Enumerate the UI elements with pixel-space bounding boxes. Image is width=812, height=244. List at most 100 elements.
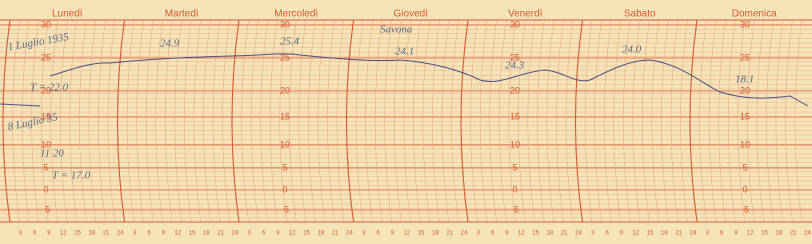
hour-label: 18 — [776, 231, 783, 237]
hour-line — [537, 19, 545, 223]
scale-label: 25 — [41, 52, 51, 62]
day-divider — [116, 19, 126, 223]
hour-line — [651, 19, 660, 223]
hour-label: 3 — [248, 231, 252, 237]
scale-label: 20 — [510, 85, 520, 95]
hour-label: 12 — [60, 231, 67, 237]
note: 18.1 — [735, 74, 754, 86]
hour-line — [60, 19, 68, 223]
hour-line — [136, 19, 144, 223]
day-divider — [689, 19, 698, 223]
hour-label: 3 — [591, 231, 595, 237]
hour-line — [393, 19, 402, 223]
note: 24.3 — [505, 60, 525, 72]
scale-label: 15 — [41, 111, 51, 121]
hour-label: 21 — [790, 231, 797, 237]
grid — [0, 19, 812, 223]
hour-line — [737, 19, 745, 223]
hour-line — [527, 19, 536, 223]
day-label: Mercoledì — [274, 9, 318, 20]
hour-line — [336, 19, 345, 223]
hour-line — [642, 19, 650, 223]
hour-line — [317, 19, 326, 223]
hour-line — [365, 19, 373, 223]
note: 11 20 — [40, 148, 64, 160]
hour-label: 12 — [289, 231, 296, 237]
hour-label: 18 — [89, 231, 96, 237]
hour-line — [508, 19, 516, 223]
hour-line — [308, 19, 316, 223]
hour-line — [680, 19, 688, 223]
hour-label: 21 — [217, 231, 224, 237]
hour-line — [699, 19, 707, 223]
hour-line — [422, 19, 431, 223]
hour-label: 18 — [432, 231, 439, 237]
hour-line — [69, 19, 78, 223]
hour-line — [250, 19, 259, 223]
note: T = 17.0 — [52, 170, 91, 182]
hour-line — [40, 19, 49, 223]
hour-label: 9 — [162, 231, 166, 237]
hour-label: 15 — [647, 231, 654, 237]
hour-line — [546, 19, 555, 223]
hour-label: 18 — [661, 231, 668, 237]
hour-line — [489, 19, 497, 223]
hour-line — [50, 19, 58, 223]
hour-line — [384, 19, 392, 223]
hour-line — [594, 19, 602, 223]
scale-label: 10 — [510, 139, 520, 149]
hour-line — [31, 19, 39, 223]
hour-label: 12 — [174, 231, 181, 237]
scale-label: 30 — [41, 19, 51, 29]
hour-label: 9 — [391, 231, 395, 237]
hour-line — [518, 19, 526, 223]
note: 24.1 — [395, 46, 414, 58]
day-label: Lunedì — [52, 9, 83, 20]
hour-label: 15 — [74, 231, 81, 237]
hour-line — [670, 19, 679, 223]
hour-line — [107, 19, 116, 223]
scale-label: 15 — [510, 111, 520, 121]
day-label: Domenica — [732, 9, 777, 20]
hour-label: 12 — [518, 231, 525, 237]
hour-line — [403, 19, 411, 223]
hour-label: 6 — [491, 231, 495, 237]
hour-line — [174, 19, 182, 223]
hour-label: 6 — [33, 231, 37, 237]
hour-line — [451, 19, 459, 223]
hour-label: 15 — [532, 231, 539, 237]
scale-label: 5 — [282, 162, 287, 172]
hour-line — [79, 19, 87, 223]
hour-label: 9 — [505, 231, 509, 237]
hour-label: 24 — [804, 231, 811, 237]
hour-label: 24 — [117, 231, 124, 237]
hour-line — [269, 19, 278, 223]
temperature-trace — [0, 53, 809, 107]
scale-label: 5 — [43, 162, 48, 172]
hour-label: 3 — [362, 231, 366, 237]
scale-label: 0 — [742, 184, 747, 194]
hour-line — [565, 19, 574, 223]
hour-line — [479, 19, 488, 223]
scale-label: 25 — [510, 52, 520, 62]
hour-label: 6 — [720, 231, 724, 237]
labels: Lunedì 3 6 9 12 15 18 21 24 Martedì 3 6 9 12 15 18 21 24 M… — [19, 9, 812, 237]
hour-line — [203, 19, 211, 223]
hour-line — [289, 19, 297, 223]
hour-label: 15 — [303, 231, 310, 237]
hour-line — [413, 19, 421, 223]
hour-line — [212, 19, 221, 223]
hour-line — [622, 19, 631, 223]
day-label: Giovedì — [394, 9, 429, 20]
scale-label: 10 — [740, 139, 750, 149]
hour-label: 12 — [747, 231, 754, 237]
hour-label: 15 — [189, 231, 196, 237]
hour-line — [88, 19, 97, 223]
hour-label: 3 — [133, 231, 137, 237]
hour-line — [164, 19, 173, 223]
hour-label: 18 — [203, 231, 210, 237]
hour-label: 18 — [318, 231, 325, 237]
hour-line — [432, 19, 440, 223]
